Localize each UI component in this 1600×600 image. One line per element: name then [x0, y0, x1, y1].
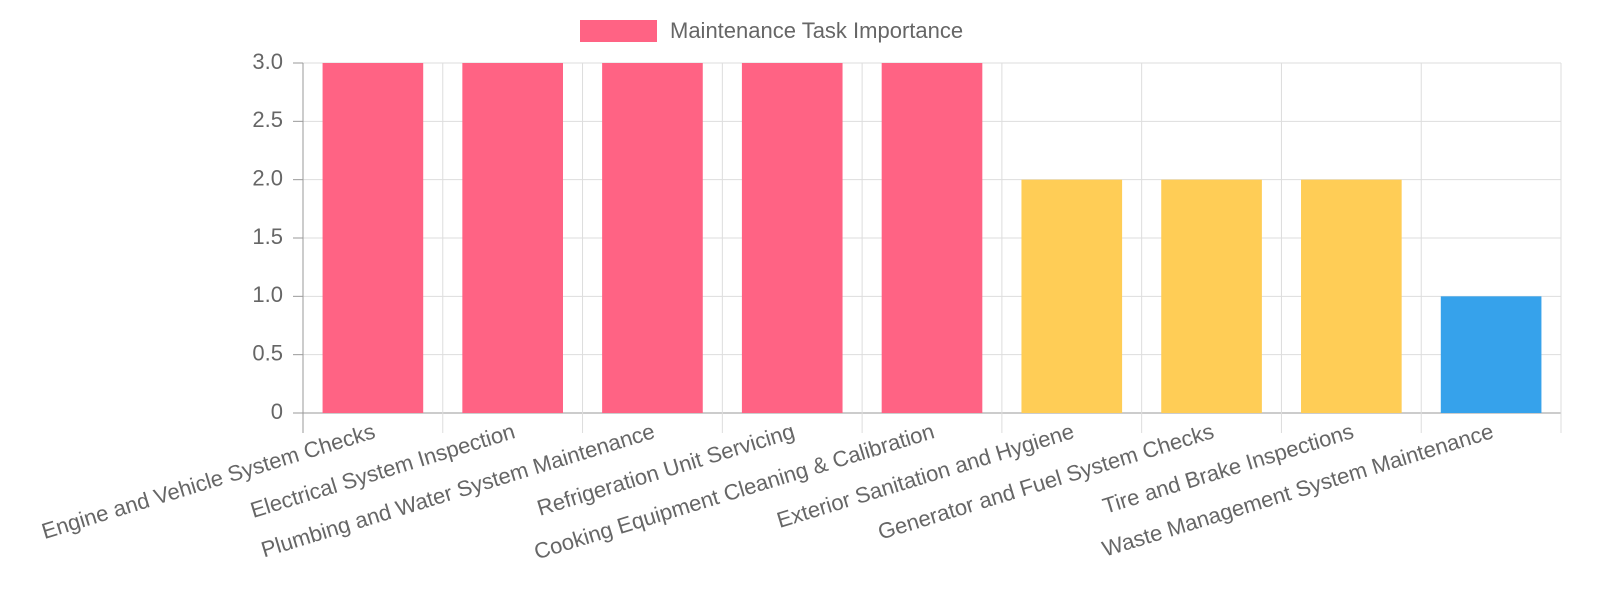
bar — [741, 63, 843, 413]
legend-swatch — [580, 20, 657, 42]
bar — [881, 63, 983, 413]
y-tick-label: 1.0 — [252, 282, 283, 307]
bar — [322, 63, 424, 413]
bar — [602, 63, 703, 413]
y-tick-label: 1.5 — [252, 224, 283, 249]
y-tick-label: 3.0 — [252, 49, 283, 74]
bar — [1301, 179, 1402, 413]
bar — [1161, 179, 1262, 413]
y-tick-label: 2.5 — [252, 107, 283, 132]
legend-label: Maintenance Task Importance — [670, 18, 963, 43]
y-tick-label: 2.0 — [252, 165, 283, 190]
y-tick-label: 0.5 — [252, 340, 283, 365]
bar — [1440, 296, 1542, 413]
y-tick-label: 0 — [271, 399, 283, 424]
bar — [1021, 179, 1123, 413]
bar — [462, 63, 563, 413]
